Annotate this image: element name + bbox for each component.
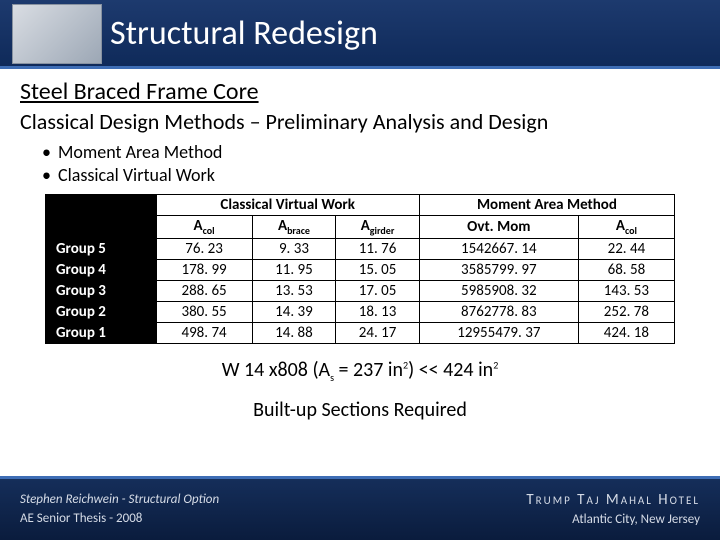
table-cell: 24. 17 (336, 323, 420, 344)
subtitle-2: Classical Design Methods – Preliminary A… (20, 108, 700, 135)
bullet-list: Moment Area Method Classical Virtual Wor… (20, 141, 700, 186)
table-cell: 18. 13 (336, 302, 420, 323)
table-cell: 14. 88 (252, 323, 336, 344)
content-area: Steel Braced Frame Core Classical Design… (0, 69, 720, 422)
table-header-row: Acol Abrace Agirder Ovt. Mom Acol (46, 216, 675, 239)
section-head-2: Moment Area Method (419, 195, 674, 216)
table-cell: 14. 39 (252, 302, 336, 323)
section-head-1: Classical Virtual Work (156, 195, 419, 216)
page-title: Structural Redesign (110, 13, 378, 54)
col-header: Acol (156, 216, 252, 239)
footer-thesis: AE Senior Thesis - 2008 (20, 510, 219, 528)
table-cell: 15. 05 (336, 260, 420, 281)
footer-location: Atlantic City, New Jersey (526, 511, 700, 529)
row-header: Group 1 (46, 323, 157, 344)
subtitle-1: Steel Braced Frame Core (20, 77, 700, 106)
table-section-row: Classical Virtual Work Moment Area Metho… (46, 195, 675, 216)
bullet-item: Moment Area Method (58, 141, 700, 164)
table-cell: 252. 78 (578, 302, 674, 323)
footer-bar: Stephen Reichwein - Structural Option AE… (0, 476, 720, 540)
table-cell: 11. 76 (336, 239, 420, 260)
table-row: Group 1 498. 74 14. 88 24. 17 12955479. … (46, 323, 675, 344)
table-cell: 288. 65 (156, 281, 252, 302)
table-cell: 5985908. 32 (419, 281, 578, 302)
col-header: Abrace (252, 216, 336, 239)
table-row: Group 3 288. 65 13. 53 17. 05 5985908. 3… (46, 281, 675, 302)
table-cell: 12955479. 37 (419, 323, 578, 344)
table-cell: 1542667. 14 (419, 239, 578, 260)
data-table-wrap: Classical Virtual Work Moment Area Metho… (45, 194, 675, 344)
builtup-line: Built-up Sections Required (20, 398, 700, 422)
data-table: Classical Virtual Work Moment Area Metho… (45, 194, 675, 344)
corner-cell (46, 195, 157, 216)
table-cell: 380. 55 (156, 302, 252, 323)
table-cell: 8762778. 83 (419, 302, 578, 323)
table-row: Group 2 380. 55 14. 39 18. 13 8762778. 8… (46, 302, 675, 323)
col-header: Agirder (336, 216, 420, 239)
row-header: Group 3 (46, 281, 157, 302)
table-cell: 498. 74 (156, 323, 252, 344)
table-cell: 22. 44 (578, 239, 674, 260)
table-cell: 3585799. 97 (419, 260, 578, 281)
bullet-item: Classical Virtual Work (58, 164, 700, 187)
row-header: Group 2 (46, 302, 157, 323)
table-row: Group 4 178. 99 11. 95 15. 05 3585799. 9… (46, 260, 675, 281)
footer-author: Stephen Reichwein - Structural Option (20, 491, 219, 509)
table-row: Group 5 76. 23 9. 33 11. 76 1542667. 14 … (46, 239, 675, 260)
col-header: Ovt. Mom (419, 216, 578, 239)
table-cell: 76. 23 (156, 239, 252, 260)
corner-cell (46, 216, 157, 239)
row-header: Group 4 (46, 260, 157, 281)
row-header: Group 5 (46, 239, 157, 260)
formula-line: W 14 x808 (As = 237 in2) << 424 in2 (20, 358, 700, 384)
footer-brand: Trump Taj Mahal Hotel (526, 490, 700, 511)
table-cell: 11. 95 (252, 260, 336, 281)
col-header: Acol (578, 216, 674, 239)
table-cell: 17. 05 (336, 281, 420, 302)
table-cell: 178. 99 (156, 260, 252, 281)
footer-left: Stephen Reichwein - Structural Option AE… (20, 491, 219, 527)
table-cell: 424. 18 (578, 323, 674, 344)
title-bar: Structural Redesign (0, 0, 720, 66)
table-cell: 13. 53 (252, 281, 336, 302)
table-cell: 9. 33 (252, 239, 336, 260)
table-cell: 68. 58 (578, 260, 674, 281)
footer-right: Trump Taj Mahal Hotel Atlantic City, New… (526, 490, 700, 529)
table-cell: 143. 53 (578, 281, 674, 302)
